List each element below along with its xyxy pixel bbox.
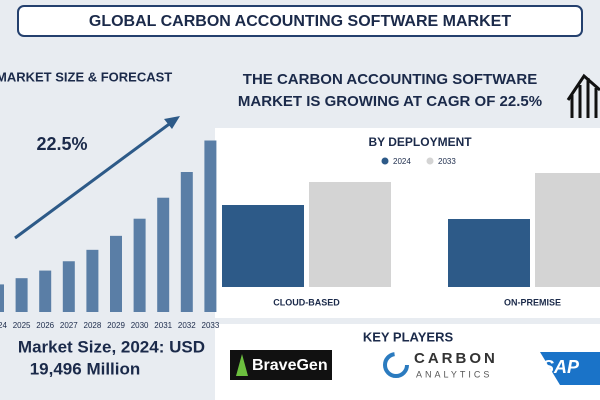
bar [39, 270, 52, 312]
logo-text: CARBON [414, 350, 498, 367]
bravegen-mark [236, 354, 248, 376]
x-tick-label: ON-PREMISE [504, 297, 561, 307]
x-tick-label: 2031 [154, 321, 172, 330]
x-tick-label: 2025 [13, 321, 31, 330]
market-size-text: 19,496 Million [30, 359, 141, 378]
legend-label: 2024 [393, 157, 411, 166]
x-tick-label: 2033 [202, 321, 220, 330]
chart-title: BY DEPLOYMENT [368, 135, 472, 149]
title-banner [17, 5, 583, 37]
logo-text: ANALYTICS [416, 369, 492, 379]
section-title: KEY PLAYERS [363, 329, 454, 344]
x-tick-label: 2032 [178, 321, 196, 330]
chart-title: MARKET SIZE & FORECAST [0, 69, 172, 84]
bar [133, 218, 146, 312]
bar [309, 182, 391, 287]
bar [222, 205, 304, 287]
page-title: GLOBAL CARBON ACCOUNTING SOFTWARE MARKET [89, 13, 511, 30]
bar [86, 249, 99, 312]
x-tick-label: 2029 [107, 321, 125, 330]
bar [535, 173, 600, 287]
bar [448, 219, 530, 287]
sap-logo [540, 352, 600, 385]
legend-marker [426, 157, 434, 165]
carbon-mark [383, 352, 409, 378]
bar [204, 140, 217, 312]
headline: MARKET IS GROWING AT CAGR OF 22.5% [238, 93, 542, 110]
trend-arrow [14, 120, 173, 240]
x-tick-label: 2028 [84, 321, 102, 330]
bar [15, 278, 28, 312]
cagr-label: 22.5% [36, 134, 87, 154]
logo-text: SAP [542, 357, 580, 377]
bar [62, 261, 75, 312]
legend-label: 2033 [438, 157, 456, 166]
x-tick-label: 2027 [60, 321, 78, 330]
bar [180, 172, 193, 312]
headline: THE CARBON ACCOUNTING SOFTWARE [243, 71, 537, 88]
bar [110, 235, 122, 312]
trend-arrow-head [164, 116, 180, 129]
x-tick-label: 2024 [0, 321, 7, 330]
market-size-text: Market Size, 2024: USD [18, 337, 205, 356]
x-tick-label: 2030 [131, 321, 149, 330]
bar [157, 197, 170, 312]
legend-marker [381, 157, 389, 165]
x-tick-label: CLOUD-BASED [273, 297, 340, 307]
bar [0, 284, 4, 312]
growth-icon [566, 73, 600, 118]
x-tick-label: 2026 [36, 321, 54, 330]
logo-text: BraveGen [252, 357, 328, 374]
